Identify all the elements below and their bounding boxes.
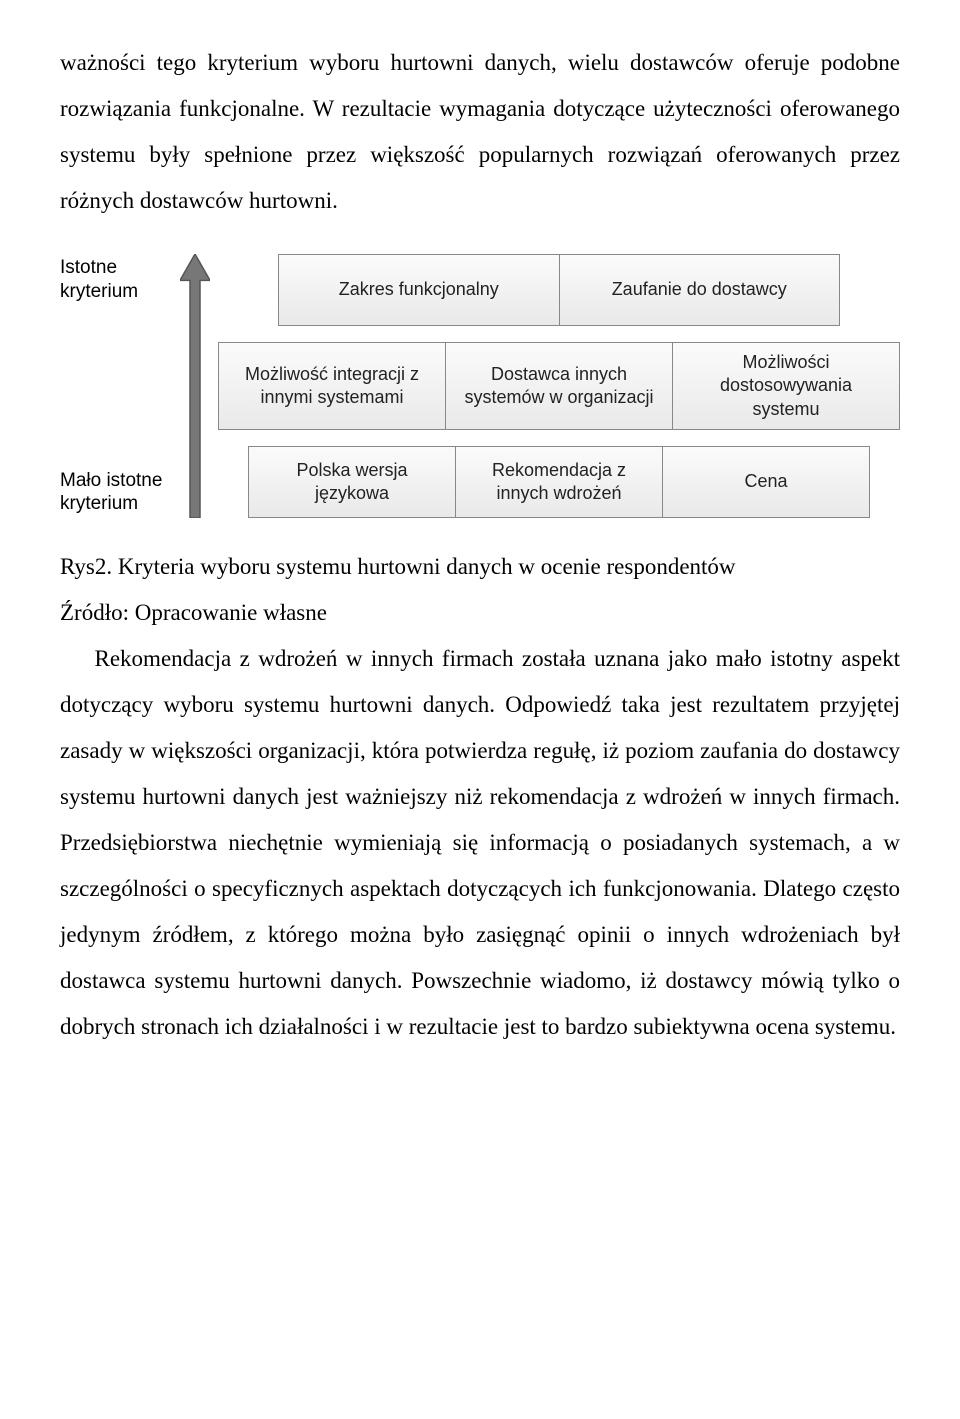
figure-source: Źródło: Opracowanie własne	[60, 590, 900, 636]
diagram-rows: Zakres funkcjonalny Zaufanie do dostawcy…	[210, 254, 900, 518]
cell-polska: Polska wersja językowa	[248, 446, 455, 518]
para2-text: Rekomendacja z wdrożeń w innych firmach …	[60, 636, 900, 1050]
para1-text: ważności tego kryterium wyboru hurtowni …	[60, 40, 900, 224]
diagram-row-mid: Możliwość integracji z innymi systemami …	[218, 342, 900, 430]
axis-column: Istotne kryterium Mało istotne kryterium	[60, 254, 210, 518]
diagram-row-bot: Polska wersja językowa Rekomendacja z in…	[218, 446, 900, 518]
cell-dostosowywanie: Możliwości dostosowywania systemu	[672, 342, 900, 430]
criteria-diagram: Istotne kryterium Mało istotne kryterium…	[60, 254, 900, 518]
axis-label-bottom: Mało istotne kryterium	[60, 469, 200, 519]
axis-label-top: Istotne kryterium	[60, 254, 200, 304]
arrow-up-icon	[180, 254, 210, 518]
cell-dostawca: Dostawca innych systemów w organizacji	[445, 342, 672, 430]
diagram-row-top: Zakres funkcjonalny Zaufanie do dostawcy	[218, 254, 900, 326]
cell-zaufanie: Zaufanie do dostawcy	[559, 254, 841, 326]
figure-caption: Rys2. Kryteria wyboru systemu hurtowni d…	[60, 544, 900, 590]
cell-rekomendacja: Rekomendacja z innych wdrożeń	[455, 446, 662, 518]
cell-zakres: Zakres funkcjonalny	[278, 254, 559, 326]
paragraph-after: Rekomendacja z wdrożeń w innych firmach …	[60, 636, 900, 1050]
paragraph-intro: ważności tego kryterium wyboru hurtowni …	[60, 40, 900, 224]
cell-cena: Cena	[662, 446, 870, 518]
cell-integracja: Możliwość integracji z innymi systemami	[218, 342, 445, 430]
